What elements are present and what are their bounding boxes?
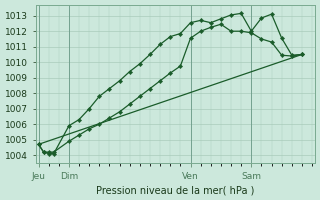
X-axis label: Pression niveau de la mer( hPa ): Pression niveau de la mer( hPa ) (96, 185, 254, 195)
